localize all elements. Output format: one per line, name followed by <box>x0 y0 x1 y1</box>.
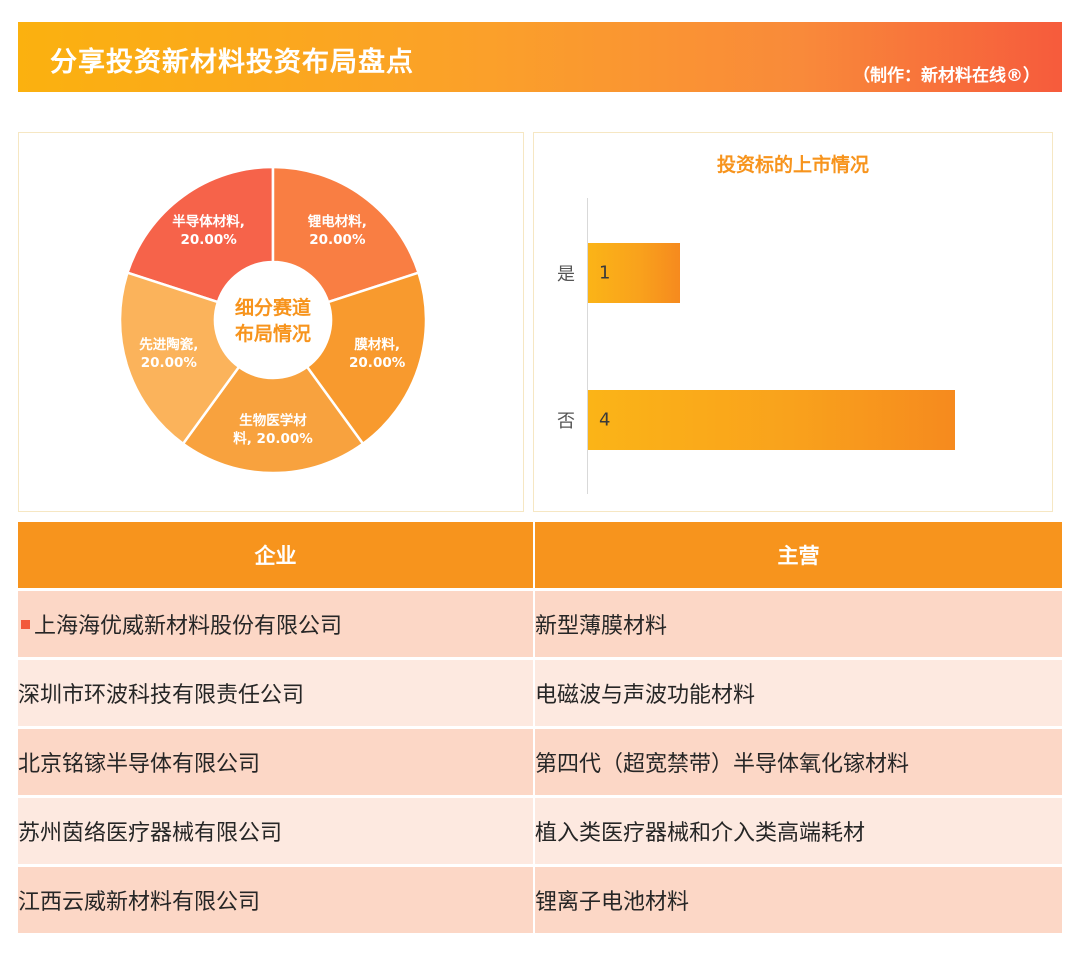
table-row: 北京铭镓半导体有限公司 第四代（超宽禁带）半导体氧化镓材料 <box>18 726 1062 795</box>
company-table: 企业 主营 上海海优威新材料股份有限公司 新型薄膜材料 深圳市环波科技有限责任公… <box>18 522 1062 933</box>
page-title: 分享投资新材料投资布局盘点 <box>50 47 414 78</box>
pie-slice-label: 生物医学材 料, 20.00% <box>233 412 313 447</box>
pie-slice <box>271 165 421 304</box>
bar-chart-title: 投资标的上市情况 <box>716 154 869 176</box>
company-name: 上海海优威新材料股份有限公司 <box>34 614 343 639</box>
table-row: 苏州茵络医疗器械有限公司 植入类医疗器械和介入类高端耗材 <box>18 795 1062 864</box>
header-business: 主营 <box>777 544 820 568</box>
cell-company: 上海海优威新材料股份有限公司 <box>18 591 535 657</box>
bar <box>588 243 680 303</box>
pie-center-line-2: 布局情况 <box>234 323 311 345</box>
pie-slice-label: 先进陶瓷, 20.00% <box>139 336 199 371</box>
table-header: 企业 主营 <box>18 522 1062 588</box>
bar-value-label: 4 <box>599 409 611 431</box>
pie-center-label: 细分赛道 布局情况 <box>223 295 323 347</box>
cell-company: 江西云威新材料有限公司 <box>18 867 535 933</box>
bar-chart-panel <box>533 132 1053 512</box>
header-banner: 分享投资新材料投资布局盘点 （制作：新材料在线®） <box>18 22 1062 92</box>
credit-text: （制作：新材料在线®） <box>853 66 1040 86</box>
cell-company: 北京铭镓半导体有限公司 <box>18 729 535 795</box>
pie-slice-label: 半导体材料, 20.00% <box>172 214 245 249</box>
header-company: 企业 <box>18 522 535 588</box>
pie-slice <box>125 165 275 304</box>
table-row: 上海海优威新材料股份有限公司 新型薄膜材料 <box>18 588 1062 657</box>
bar <box>588 390 955 450</box>
pie-center-line-1: 细分赛道 <box>234 297 311 319</box>
cell-company: 苏州茵络医疗器械有限公司 <box>18 798 535 864</box>
pie-slice-label: 膜材料, 20.00% <box>349 336 406 371</box>
cell-business: 电磁波与声波功能材料 <box>535 683 756 708</box>
cell-business: 锂离子电池材料 <box>535 890 690 915</box>
bar-category-label: 否 <box>557 411 575 432</box>
pie-slice <box>305 271 428 446</box>
pie-slice-label: 锂电材料, 20.00% <box>307 214 367 249</box>
cell-business: 植入类医疗器械和介入类高端耗材 <box>535 821 866 846</box>
table-row: 江西云威新材料有限公司 锂离子电池材料 <box>18 864 1062 933</box>
pie-slice <box>181 365 365 475</box>
table-row: 深圳市环波科技有限责任公司 电磁波与声波功能材料 <box>18 657 1062 726</box>
bar-category-label: 是 <box>557 264 575 285</box>
bar-chart-axis <box>587 198 588 494</box>
bar-value-label: 1 <box>599 262 611 284</box>
cell-business: 第四代（超宽禁带）半导体氧化镓材料 <box>535 752 910 777</box>
cell-company: 深圳市环波科技有限责任公司 <box>18 660 535 726</box>
bullet-marker <box>21 619 30 629</box>
cell-business: 新型薄膜材料 <box>535 614 668 639</box>
pie-slice <box>118 271 241 446</box>
